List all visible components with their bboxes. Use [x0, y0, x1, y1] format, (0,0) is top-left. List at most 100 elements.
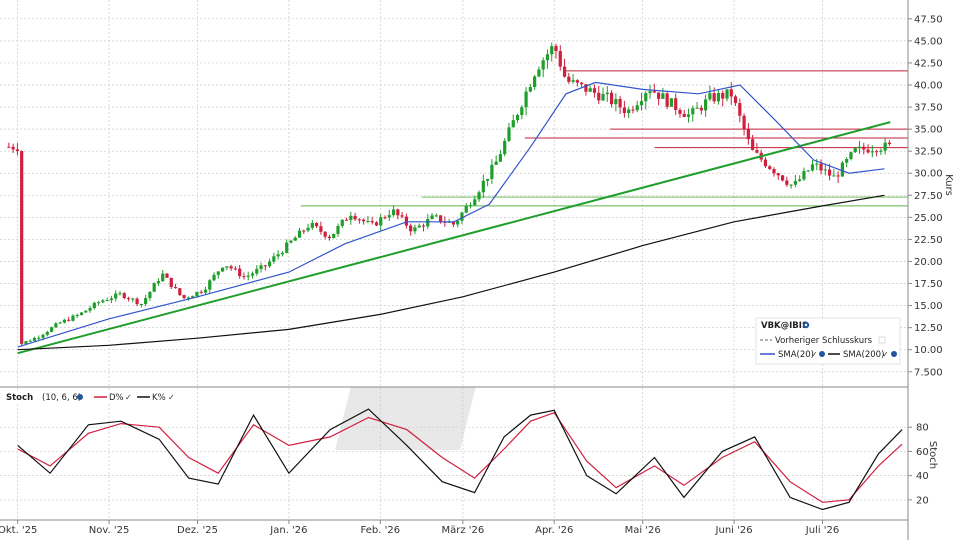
- candle-up: [37, 337, 41, 339]
- stoch-tick-label: 80: [916, 423, 929, 434]
- candle-up: [789, 184, 793, 186]
- candle-up: [520, 107, 524, 115]
- x-tick-label: Apr. '26: [535, 525, 573, 536]
- candle-up: [246, 275, 250, 277]
- candle-up: [220, 267, 225, 272]
- stoch-k-check-icon[interactable]: ✓: [168, 393, 175, 402]
- candle-up: [332, 233, 336, 239]
- candle-down: [122, 293, 126, 299]
- candle-down: [451, 221, 456, 225]
- candle-up: [109, 298, 114, 301]
- candlestick-series: [7, 42, 892, 346]
- candle-up: [823, 169, 827, 171]
- candle-down: [173, 287, 178, 289]
- candle-up: [97, 302, 101, 304]
- x-tick-label: Feb. '26: [361, 525, 401, 536]
- candle-up: [528, 87, 532, 92]
- candle-down: [396, 209, 400, 216]
- candle-down: [665, 93, 669, 107]
- horizontal-levels: [300, 70, 908, 207]
- candle-up: [832, 175, 836, 177]
- candle-down: [827, 169, 832, 176]
- candle-up: [45, 331, 49, 335]
- price-tick-label: 40.00: [914, 81, 943, 92]
- stoch-d-check-icon[interactable]: ✓: [125, 393, 132, 402]
- x-tick-label: Juli '26: [805, 525, 840, 536]
- candle-up: [131, 298, 135, 300]
- candle-up: [75, 314, 79, 316]
- candle-up: [191, 296, 195, 298]
- candle-down: [729, 89, 733, 97]
- candle-down: [738, 103, 742, 116]
- candle-down: [319, 226, 323, 232]
- candle-up: [118, 293, 122, 295]
- candle-up: [216, 271, 220, 275]
- legend-sma200-gear-icon[interactable]: [891, 351, 897, 357]
- candle-down: [169, 277, 173, 288]
- candle-up: [225, 266, 229, 268]
- candle-down: [580, 82, 584, 85]
- candle-up: [810, 164, 815, 171]
- price-tick-label: 45.00: [914, 36, 943, 47]
- candle-down: [836, 175, 840, 177]
- candle-up: [635, 105, 639, 111]
- candle-down: [323, 231, 327, 237]
- candle-down: [584, 84, 588, 92]
- candle-up: [62, 319, 67, 323]
- x-tick-label: Mai '26: [625, 525, 661, 536]
- candle-up: [114, 293, 118, 299]
- candle-up: [391, 209, 396, 216]
- candle-up: [490, 164, 494, 179]
- candle-down: [763, 159, 768, 167]
- stoch-tick-label: 40: [916, 471, 929, 482]
- candle-up: [473, 199, 477, 206]
- candle-down: [768, 166, 772, 170]
- candle-up: [644, 93, 648, 102]
- candle-down: [554, 46, 558, 52]
- stoch-gear-icon[interactable]: [77, 394, 83, 400]
- sma200-line: [17, 194, 885, 351]
- candle-up: [92, 302, 96, 309]
- candle-up: [498, 154, 503, 162]
- candle-up: [203, 289, 208, 293]
- price-tick-label: 47.50: [914, 14, 943, 25]
- candle-up: [101, 300, 105, 303]
- candle-down: [233, 268, 238, 270]
- legend-sma200-check-icon[interactable]: ✓: [882, 350, 889, 359]
- price-legend: VBK@IBIS Vorheriger Schlusskurs SMA(20) …: [755, 317, 901, 365]
- candle-down: [618, 98, 622, 108]
- candle-up: [456, 220, 460, 225]
- candle-up: [139, 304, 143, 306]
- candle-up: [550, 46, 554, 55]
- legend-symbol: VBK@IBIS: [761, 321, 808, 331]
- candle-up: [250, 273, 255, 276]
- candle-up: [870, 151, 874, 153]
- candle-down: [819, 163, 823, 171]
- candle-up: [349, 215, 353, 221]
- candle-up: [588, 88, 592, 92]
- legend-sma200-label: SMA(200): [843, 350, 884, 360]
- candle-up: [366, 221, 370, 223]
- candle-up: [481, 180, 485, 193]
- legend-sma20-check-icon[interactable]: ✓: [811, 350, 818, 359]
- legend-prev-close-checkbox[interactable]: [878, 336, 886, 344]
- candle-up: [648, 91, 652, 94]
- price-tick-label: 35.00: [914, 125, 943, 136]
- candle-up: [460, 212, 464, 221]
- candle-down: [562, 66, 567, 77]
- candle-up: [105, 300, 109, 302]
- candle-down: [178, 288, 182, 296]
- candle-up: [695, 107, 699, 109]
- legend-sma20-gear-icon[interactable]: [819, 351, 825, 357]
- candle-down: [751, 139, 755, 151]
- candle-up: [815, 163, 819, 165]
- price-tick-label: 12.50: [914, 323, 943, 334]
- candle-up: [28, 340, 32, 342]
- candle-down: [712, 93, 716, 102]
- candle-up: [340, 219, 344, 226]
- legend-symbol-gear-icon[interactable]: [802, 321, 810, 329]
- candle-up: [280, 252, 285, 255]
- candle-up: [541, 60, 545, 70]
- x-tick-label: Dez. '25: [177, 525, 218, 536]
- candle-down: [327, 236, 332, 239]
